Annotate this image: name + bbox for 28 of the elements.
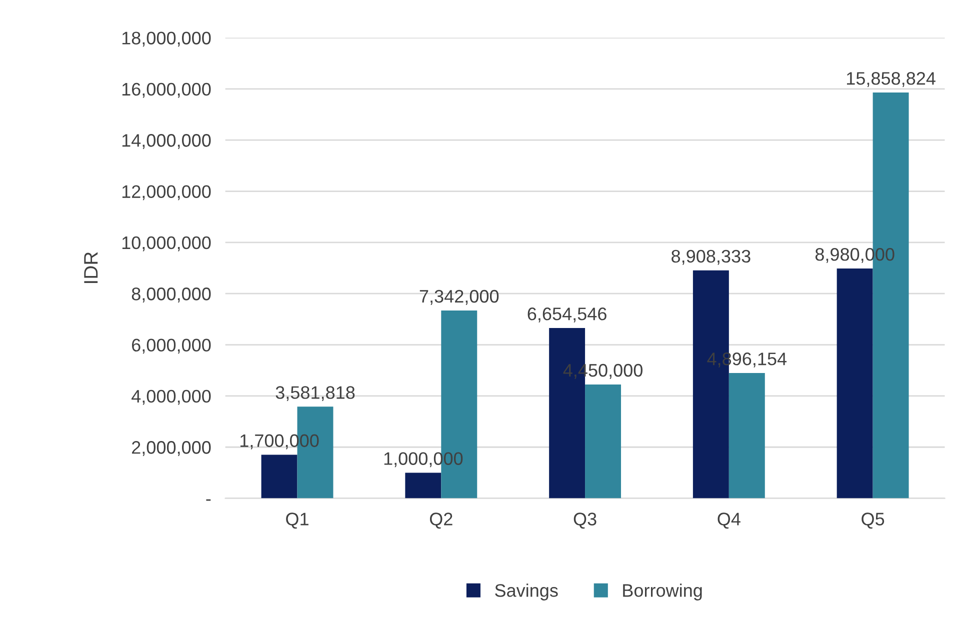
y-tick-label: 2,000,000 — [132, 441, 211, 456]
data-label: 15,858,824 — [847, 72, 936, 87]
bar — [585, 384, 622, 498]
legend-label: Savings — [495, 584, 558, 600]
y-tick-label: 6,000,000 — [132, 338, 211, 354]
data-label: 8,908,333 — [672, 250, 750, 265]
y-tick-label: - — [206, 499, 211, 501]
x-tick-label: Q4 — [718, 512, 740, 529]
y-tick-label: 16,000,000 — [122, 82, 211, 98]
data-label: 7,342,000 — [420, 290, 499, 305]
y-tick-label: 12,000,000 — [122, 185, 211, 200]
y-tick-label: 14,000,000 — [122, 134, 211, 149]
x-tick-label: Q3 — [574, 512, 596, 529]
x-tick-label: Q2 — [430, 512, 452, 529]
x-tick-label: Q5 — [862, 512, 884, 529]
bar — [728, 373, 765, 498]
data-label: 6,654,546 — [528, 308, 606, 322]
y-tick-label: 18,000,000 — [122, 32, 211, 47]
data-label: 3,581,818 — [276, 386, 355, 402]
y-axis-title: IDR — [84, 252, 98, 283]
bar — [261, 454, 298, 498]
y-tick-label: 10,000,000 — [122, 236, 211, 252]
legend-label: Borrowing — [623, 584, 702, 600]
bar — [405, 472, 442, 498]
y-tick-label: 8,000,000 — [132, 288, 211, 302]
x-tick-label: Q1 — [286, 512, 308, 529]
bar — [836, 268, 873, 498]
y-tick-label: 4,000,000 — [132, 390, 211, 405]
